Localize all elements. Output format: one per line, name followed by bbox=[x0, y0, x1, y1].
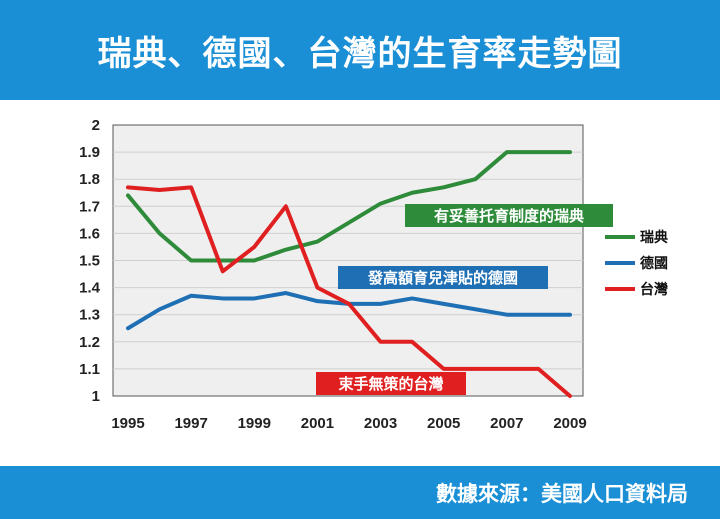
series-line-0 bbox=[126, 150, 572, 263]
annotation-box bbox=[338, 266, 548, 289]
annotation-label: 有妥善托育制度的瑞典 bbox=[434, 207, 584, 225]
y-tick-label: 2 bbox=[92, 117, 100, 134]
y-tick-label: 1.8 bbox=[79, 171, 100, 188]
series-lines bbox=[126, 150, 572, 398]
x-tick-label: 1999 bbox=[238, 415, 271, 432]
annotation-label: 束手無策的台灣 bbox=[338, 375, 443, 393]
y-axis-ticks: 2 1.9 1.8 1.7 1.6 1.5 1.4 1.3 1.2 1.1 1 bbox=[79, 117, 101, 405]
legend-label: 台灣 bbox=[640, 281, 668, 298]
x-tick-label: 2007 bbox=[490, 415, 523, 432]
line-chart: 21.91.81.71.61.51.41.31.21.11 1995 1997 19… bbox=[79, 117, 668, 432]
series-line-2 bbox=[126, 185, 572, 398]
chart-title: 瑞典、德國、台灣的生育率走勢圖 bbox=[97, 33, 623, 74]
title-banner: 瑞典、德國、台灣的生育率走勢圖 bbox=[0, 0, 720, 100]
legend-label: 瑞典 bbox=[640, 229, 668, 246]
x-tick-label: 2005 bbox=[427, 415, 460, 432]
x-tick-label: 1995 bbox=[111, 415, 144, 432]
annotation-box bbox=[405, 204, 613, 227]
x-tick-label: 2009 bbox=[553, 415, 586, 432]
y-tick-label: 1.5 bbox=[79, 253, 100, 270]
legend-label: 德國 bbox=[640, 255, 668, 272]
annotation-box bbox=[316, 372, 466, 395]
source-bar: 數據來源：美國人口資料局 bbox=[0, 466, 720, 519]
y-tick-label: 1.4 bbox=[79, 280, 101, 297]
source-text: 數據來源：美國人口資料局 bbox=[436, 482, 688, 506]
x-tick-label: 2001 bbox=[301, 415, 334, 432]
annotation-label: 發高額育兒津貼的德國 bbox=[367, 269, 518, 287]
y-tick-label: 1.7 bbox=[79, 198, 100, 215]
y-tick-label: 1.9 bbox=[79, 144, 100, 161]
y-tick-label: 1.1 bbox=[79, 361, 100, 378]
x-tick-label: 2003 bbox=[364, 415, 397, 432]
y-tick-label: 1 bbox=[92, 388, 100, 405]
y-tick-label: 1.3 bbox=[79, 307, 100, 324]
x-axis-ticks: 1995 1997 1999 2001 2003 2005 2007 2009 bbox=[111, 415, 586, 432]
x-tick-label: 1997 bbox=[174, 415, 207, 432]
y-tick-label: 1.6 bbox=[79, 225, 100, 242]
y-tick-label: 1.2 bbox=[79, 334, 100, 351]
